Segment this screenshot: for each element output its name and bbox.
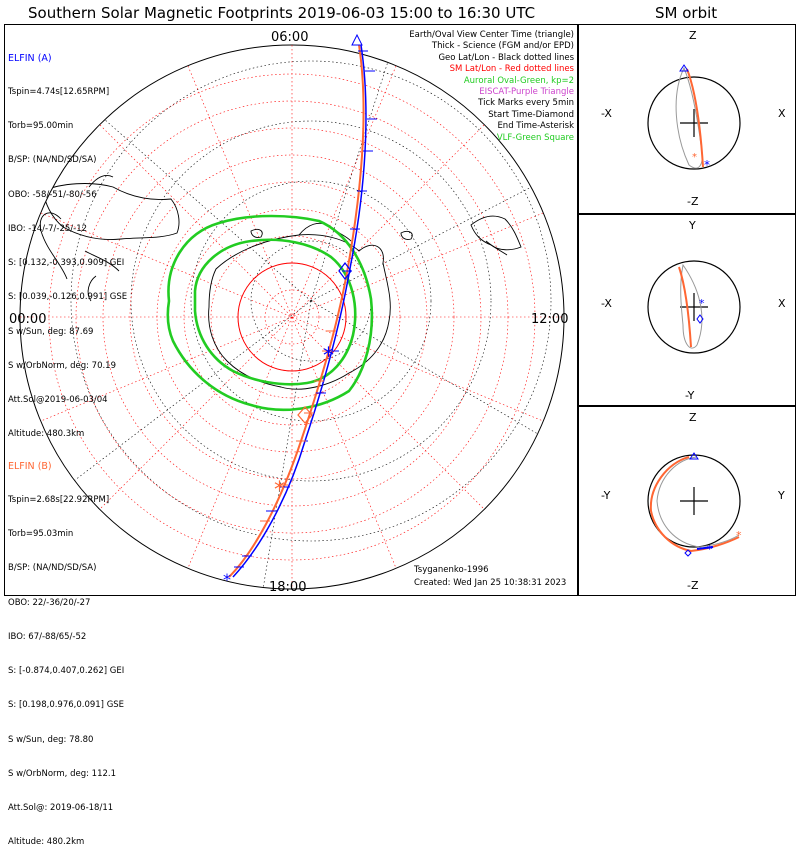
end-asterisk: * [699, 297, 705, 310]
spacecraft-a-line: S: [0.132,-0.393,0.909] GEI [8, 258, 125, 269]
orbit-path-b [656, 456, 740, 548]
spacecraft-a-line: Tspin=4.74s[12.65RPM] [8, 87, 110, 98]
spacecraft-b-line: S w/OrbNorm, deg: 112.1 [8, 768, 117, 779]
spacecraft-a-line: S: [0.039,-0.126,0.991] GSE [8, 292, 128, 303]
end-asterisk: * [692, 152, 697, 163]
trajectories: * * * [223, 33, 377, 589]
spacecraft-a-line: Altitude: 480.3km [8, 429, 85, 440]
legend-item: End Time-Asterisk [497, 121, 574, 132]
orbit-path-a [678, 266, 692, 348]
legend: Earth/Oval View Center Time (triangle) Th… [409, 30, 574, 144]
spacecraft-a-info: ELFIN (A) Tspin=4.74s[12.65RPM] Torb=95.… [8, 30, 127, 452]
model-credit: Tsyganenko-1996 [414, 565, 489, 575]
spacecraft-b-info: ELFIN (B) Tspin=2.68s[22.92RPM] Torb=95.… [8, 438, 124, 860]
spacecraft-b-line: OBO: 22/-36/20/-27 [8, 597, 91, 608]
sm-reference-circle [237, 262, 347, 372]
earth-circle [647, 454, 741, 548]
start-diamond [696, 314, 704, 324]
legend-item: Auroral Oval-Green, kp=2 [463, 75, 574, 86]
sm-orbit-canvas-xy: * Y -Y -X X [601, 219, 786, 402]
spacecraft-b-name: ELFIN (B) [8, 460, 52, 472]
view-center-triangle [351, 33, 363, 46]
axis-label-left: -X [601, 297, 612, 310]
legend-item: Start Time-Diamond [488, 109, 574, 120]
earth-circle [647, 260, 741, 354]
spacecraft-b-line: Altitude: 480.2km [8, 837, 85, 848]
axis-label-top: Z [689, 411, 697, 424]
coastlines [39, 175, 522, 390]
orbit-path-a [649, 456, 740, 553]
legend-item: Earth/Oval View Center Time (triangle) [409, 30, 574, 40]
spacecraft-a-name: ELFIN (A) [8, 52, 52, 64]
footprint-map-canvas: * * * 06:00 00:00 12:00 18:00 [9, 30, 568, 595]
sm-orbit-panel-xy: * Y -Y -X X [578, 214, 796, 406]
axis-label-left: -X [601, 107, 612, 120]
spacecraft-a-line: OBO: -58/-51/-80/-56 [8, 189, 97, 200]
axis-label-bottom: -Z [687, 579, 699, 592]
end-asterisk-b: * [274, 478, 285, 503]
view-center-triangle [689, 452, 699, 460]
mlt-label-bottom: 18:00 [269, 580, 306, 595]
sm-orbit-canvas-yz: * * Z -Z -Y Y [601, 411, 785, 592]
created-timestamp: Created: Wed Jan 25 10:38:31 2023 [414, 578, 567, 588]
end-asterisk: * [707, 543, 713, 556]
spacecraft-a-line: IBO: -14/-7/-25/-12 [8, 223, 88, 234]
mlt-label-right: 12:00 [531, 312, 568, 327]
orbit-path-b [675, 66, 703, 169]
spacecraft-b-line: S: [0.198,0.976,0.091] GSE [8, 700, 125, 711]
orbit-path-a [686, 68, 704, 168]
axis-label-right: X [778, 297, 786, 310]
orbit-path-b [680, 263, 703, 349]
spacecraft-b-line: Torb=95.03min [8, 529, 74, 540]
axis-label-right: Y [777, 489, 785, 502]
sm-orbit-panel-xz: * * Z -Z -X X [578, 24, 796, 214]
axis-label-left: -Y [601, 489, 611, 502]
sm-orbit-panel-yz: * * Z -Z -Y Y [578, 406, 796, 596]
auroral-oval [166, 214, 374, 412]
start-diamond-b [297, 406, 313, 424]
axis-label-top: Y [688, 219, 696, 232]
axis-label-bottom: -Z [687, 195, 699, 208]
view-center-triangle [679, 64, 689, 72]
axis-label-top: Z [689, 29, 697, 42]
legend-item: Thick - Science (FGM and/or EPD) [431, 41, 574, 52]
spacecraft-a-line: Torb=95.00min [8, 121, 74, 132]
orbit-title: SM orbit [655, 4, 718, 22]
footprint-map: * * * 06:00 00:00 12:00 18:00 [4, 24, 578, 596]
end-asterisk: * [704, 158, 710, 172]
legend-item: SM Lat/Lon - Red dotted lines [449, 64, 574, 75]
spacecraft-a-line: S w/OrbNorm, deg: 70.19 [8, 360, 117, 371]
legend-item: EISCAT-Purple Triangle [479, 87, 574, 98]
spacecraft-a-line: B/SP: (NA/ND/SD/SA) [8, 155, 97, 166]
end-asterisk-a2: * [223, 570, 231, 589]
legend-item: VLF-Green Square [496, 132, 574, 143]
axis-label-bottom: -Y [685, 389, 695, 402]
mlt-label-left: 00:00 [9, 312, 46, 327]
legend-item: Tick Marks every 5min [478, 98, 574, 109]
spacecraft-a-line: S w/Sun, deg: 87.69 [8, 326, 94, 337]
axis-label-right: X [778, 107, 786, 120]
legend-item: Geo Lat/Lon - Black dotted lines [438, 52, 574, 63]
start-diamond-a [338, 262, 352, 280]
trajectory-a [232, 44, 367, 578]
start-diamond [684, 549, 692, 557]
spacecraft-a-line: Att.Sol@2019-06-03/04 [8, 395, 108, 405]
spacecraft-b-line: S w/Sun, deg: 78.80 [8, 734, 94, 745]
end-asterisk: * [736, 529, 742, 542]
spacecraft-b-line: S: [-0.874,0.407,0.262] GEI [8, 666, 125, 677]
earth-circle [647, 76, 741, 170]
spacecraft-b-line: IBO: 67/-88/65/-52 [8, 631, 87, 642]
end-asterisk-a: * [323, 344, 334, 369]
spacecraft-b-line: B/SP: (NA/ND/SD/SA) [8, 563, 97, 574]
page-title: Southern Solar Magnetic Footprints 2019-… [28, 4, 536, 22]
mlt-label-top: 06:00 [271, 30, 308, 45]
sm-orbit-canvas-xz: * * Z -Z -X X [601, 29, 786, 208]
trajectory-b [228, 44, 365, 578]
orbit-path-blue [696, 546, 714, 550]
spacecraft-b-line: Att.Sol@: 2019-06-18/11 [8, 803, 114, 813]
spacecraft-b-line: Tspin=2.68s[22.92RPM] [8, 495, 110, 506]
